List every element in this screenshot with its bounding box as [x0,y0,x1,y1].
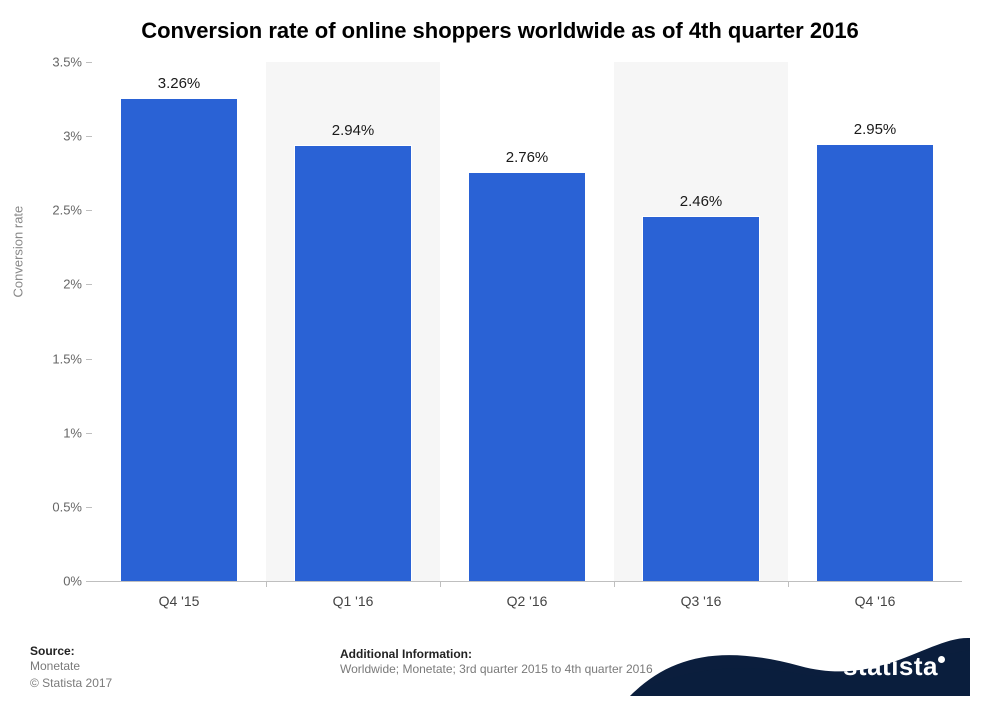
plot-region: 0%0.5%1%1.5%2%2.5%3%3.5%3.26%Q4 '152.94%… [92,62,962,582]
y-tick-label: 1.5% [52,351,82,366]
bar-value-label: 2.76% [506,149,549,172]
source-name: Monetate [30,658,112,675]
source-heading: Source: [30,644,112,658]
y-tick-label: 3.5% [52,55,82,70]
chart-plot-area: 0%0.5%1%1.5%2%2.5%3%3.5%3.26%Q4 '152.94%… [92,62,962,582]
x-tick-label: Q2 '16 [507,581,548,609]
bar-value-label: 2.94% [332,122,375,145]
additional-info-block: Additional Information: Worldwide; Monet… [340,647,653,678]
y-tick-line [86,136,92,137]
x-tick-line [266,581,267,587]
logo-dot [938,656,945,663]
additional-info-text: Worldwide; Monetate; 3rd quarter 2015 to… [340,661,653,678]
y-tick-line [86,210,92,211]
y-tick-label: 1% [63,425,82,440]
y-tick-line [86,433,92,434]
additional-info-heading: Additional Information: [340,647,653,661]
x-tick-label: Q4 '16 [855,581,896,609]
x-tick-line [788,581,789,587]
bar [468,172,586,581]
bar [120,98,238,581]
y-tick-line [86,507,92,508]
statista-logo: statista [843,651,946,682]
x-tick-line [440,581,441,587]
source-block: Source: Monetate © Statista 2017 [30,644,112,692]
y-tick-label: 3% [63,129,82,144]
x-tick-label: Q3 '16 [681,581,722,609]
y-tick-label: 0.5% [52,499,82,514]
y-tick-line [86,284,92,285]
bar [816,144,934,581]
bar-value-label: 3.26% [158,75,201,98]
bar-value-label: 2.46% [680,193,723,216]
bar [642,216,760,581]
x-tick-line [614,581,615,587]
y-tick-line [86,62,92,63]
y-axis-label: Conversion rate [11,206,26,298]
bar [294,145,412,581]
y-tick-label: 2% [63,277,82,292]
copyright-text: © Statista 2017 [30,675,112,692]
chart-footer: Source: Monetate © Statista 2017 Additio… [30,636,970,696]
y-tick-line [86,581,92,582]
y-tick-label: 0% [63,574,82,589]
y-tick-line [86,359,92,360]
x-tick-label: Q1 '16 [333,581,374,609]
y-tick-label: 2.5% [52,203,82,218]
bar-value-label: 2.95% [854,121,897,144]
x-tick-label: Q4 '15 [159,581,200,609]
chart-title: Conversion rate of online shoppers world… [0,0,1000,54]
